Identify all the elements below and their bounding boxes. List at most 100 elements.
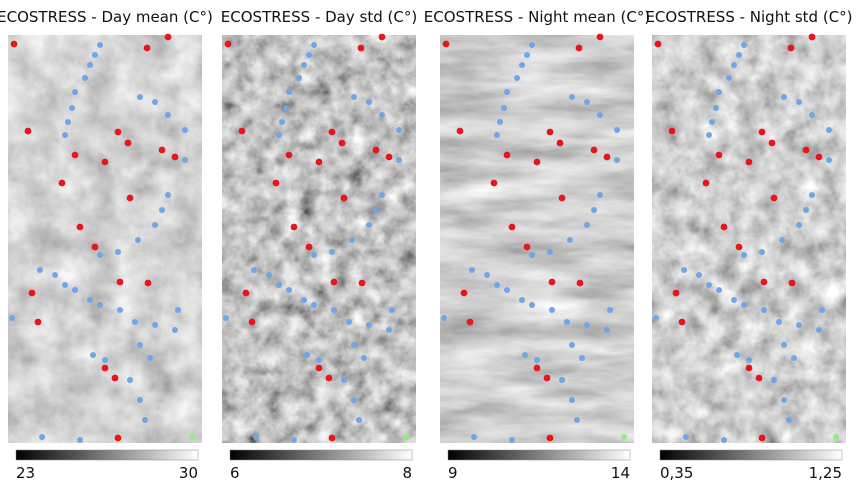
sample-point-blue [529,252,535,258]
sample-point-red [373,147,380,154]
sample-point-red [117,279,124,286]
sample-point-green [833,434,839,440]
sample-point-red [249,319,256,326]
sample-point-blue [37,267,43,273]
sample-point-blue [497,119,503,125]
sample-point-blue [776,319,782,325]
sample-point-red [243,290,250,297]
sample-point-blue [564,319,570,325]
sample-point-blue [361,355,367,361]
sample-point-red [102,159,109,166]
sample-point-red [329,435,336,442]
sample-point-blue [819,307,825,313]
sample-point-blue [471,434,477,440]
sample-point-blue [117,307,123,313]
sample-point-blue [681,267,687,273]
sample-point-blue [796,222,802,228]
sample-point-red [341,195,348,202]
sample-point-blue [142,417,148,423]
sample-point-blue [351,342,357,348]
sample-point-blue [65,119,71,125]
sample-point-blue [311,252,317,258]
sample-point-blue [329,249,335,255]
sample-point-blue [159,207,165,213]
sample-point-red [759,129,766,136]
sample-point-blue [182,157,188,163]
sample-point-red [329,129,336,136]
sample-point-red [172,154,179,161]
sample-point-red [504,152,511,159]
colorbar-min-label: 23 [16,464,35,481]
sample-point-blue [152,222,158,228]
sample-point-blue [72,89,78,95]
sample-point-blue [291,437,297,443]
sample-point-blue [87,62,93,68]
sample-point-red [576,45,583,52]
sample-point-red [291,224,298,231]
sample-point-blue [441,315,447,321]
sample-point-blue [82,75,88,81]
sample-point-red [25,128,32,135]
sample-point-blue [579,355,585,361]
sample-point-blue [786,417,792,423]
sample-point-blue [137,397,143,403]
sample-point-blue [514,75,520,81]
sample-point-red [457,128,464,135]
sample-point-blue [276,282,282,288]
sample-point-blue [591,207,597,213]
panel-title: ECOSTRESS - Night mean (C°) [424,8,650,26]
sample-point-red [771,195,778,202]
sample-point-red [534,365,541,372]
colorbar [16,450,198,460]
sample-point-blue [604,327,610,333]
sample-point-blue [501,105,507,111]
sample-point-red [77,224,84,231]
sample-point-blue [316,357,322,363]
sample-point-red [746,365,753,372]
raster-image [8,35,202,443]
figure: ECOSTRESS - Day mean (C°)2330ECOSTRESS -… [0,0,857,481]
sample-point-blue [311,302,317,308]
sample-point-red [159,147,166,154]
sample-point-red [127,195,134,202]
sample-point-blue [135,237,141,243]
sample-point-blue [304,352,310,358]
sample-point-blue [366,322,372,328]
sample-point-blue [524,52,530,58]
sample-point-blue [519,62,525,68]
sample-point-blue [301,62,307,68]
sample-point-blue [779,237,785,243]
sample-point-green [189,434,195,440]
sample-point-red [716,152,723,159]
sample-point-blue [494,132,500,138]
sample-point-red [286,152,293,159]
sample-point-blue [52,272,58,278]
sample-point-blue [152,322,158,328]
panel-title: ECOSTRESS - Night std (C°) [645,8,852,26]
sample-point-blue [351,94,357,100]
sample-point-red [316,365,323,372]
sample-point-red [225,41,232,48]
sample-point-blue [734,352,740,358]
sample-point-blue [716,287,722,293]
sample-point-blue [331,307,337,313]
sample-point-blue [716,89,722,95]
sample-point-blue [584,322,590,328]
sample-point-blue [286,89,292,95]
sample-point-red [461,290,468,297]
sample-point-blue [574,417,580,423]
sample-point-blue [283,105,289,111]
colorbar [230,450,412,460]
sample-point-blue [351,397,357,403]
sample-point-blue [584,222,590,228]
sample-point-blue [301,297,307,303]
colorbar-min-label: 0,35 [660,464,693,481]
sample-point-red [761,279,768,286]
sample-point-red [534,159,541,166]
sample-point-blue [519,297,525,303]
sample-point-blue [741,252,747,258]
sample-point-blue [569,94,575,100]
sample-point-red [721,224,728,231]
sample-point-blue [791,355,797,361]
colorbar-min-label: 9 [448,464,458,481]
